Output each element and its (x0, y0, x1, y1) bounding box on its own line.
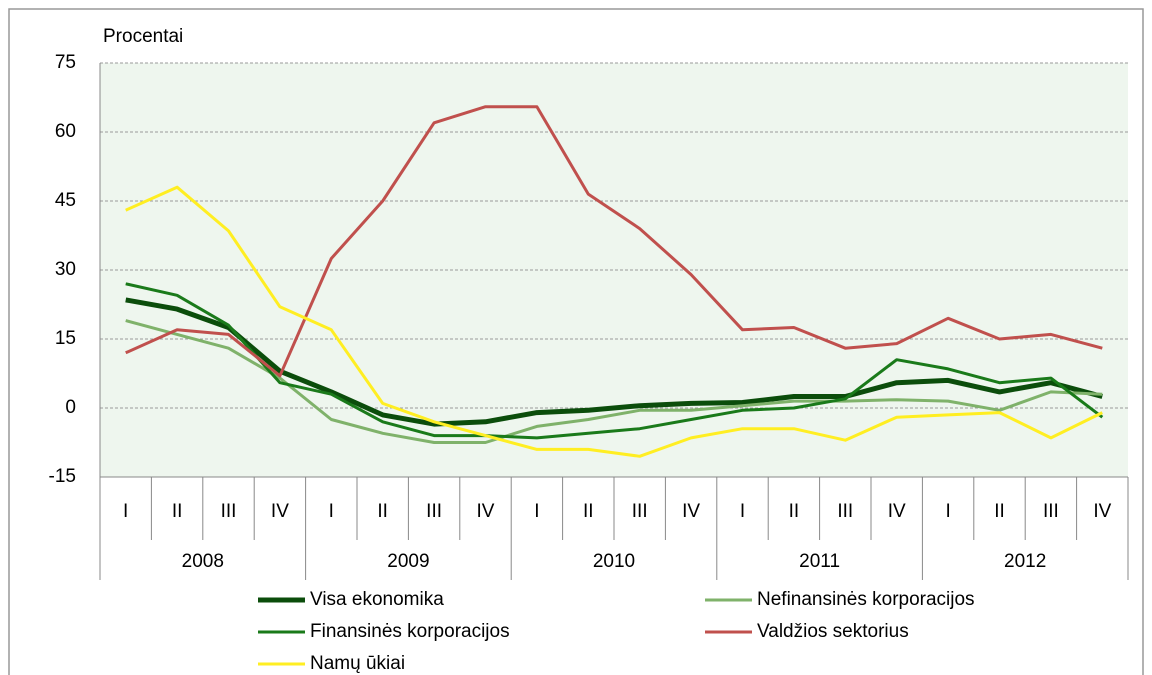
legend-label: Finansinės korporacijos (310, 621, 510, 642)
y-tick-label: 60 (55, 121, 76, 142)
frame (8, 8, 1144, 675)
legend-label: Visa ekonomika (310, 589, 444, 610)
y-tick-label: 75 (55, 52, 76, 73)
x-tick-label: I (123, 501, 128, 522)
x-tick-label: IV (477, 501, 495, 522)
year-label: 2008 (182, 551, 224, 572)
x-tick-label: II (172, 501, 183, 522)
x-tick-label: I (945, 501, 950, 522)
year-label: 2010 (593, 551, 635, 572)
legend-label: Nefinansinės korporacijos (757, 589, 975, 610)
year-label: 2009 (387, 551, 429, 572)
x-tick-label: IV (1093, 501, 1111, 522)
y-tick-label: 45 (55, 190, 76, 211)
x-tick-label: II (994, 501, 1005, 522)
y-axis-label: Procentai (103, 26, 183, 47)
x-tick-label: I (740, 501, 745, 522)
y-tick-label: 15 (55, 328, 76, 349)
legend-label: Namų ūkiai (310, 653, 405, 674)
x-tick-label: I (329, 501, 334, 522)
series-line (125, 185, 1103, 458)
series-line (125, 282, 1104, 440)
year-label: 2012 (1004, 551, 1046, 572)
x-tick-label: III (221, 501, 237, 522)
y-tick-label: -15 (49, 466, 76, 487)
x-tick-label: III (426, 501, 442, 522)
series-line (125, 105, 1103, 378)
year-label: 2011 (799, 551, 840, 572)
x-tick-label: IV (888, 501, 906, 522)
x-tick-label: IV (682, 501, 700, 522)
x-tick-label: I (534, 501, 539, 522)
x-tick-label: II (377, 501, 388, 522)
series-line (125, 297, 1103, 427)
x-tick-label: IV (271, 501, 289, 522)
y-tick-label: 0 (65, 397, 76, 418)
x-tick-label: III (837, 501, 853, 522)
x-tick-label: III (1043, 501, 1059, 522)
x-tick-label: II (789, 501, 800, 522)
x-tick-label: II (583, 501, 594, 522)
x-tick-label: III (632, 501, 648, 522)
y-tick-label: 30 (55, 259, 76, 280)
legend-label: Valdžios sektorius (757, 621, 909, 642)
